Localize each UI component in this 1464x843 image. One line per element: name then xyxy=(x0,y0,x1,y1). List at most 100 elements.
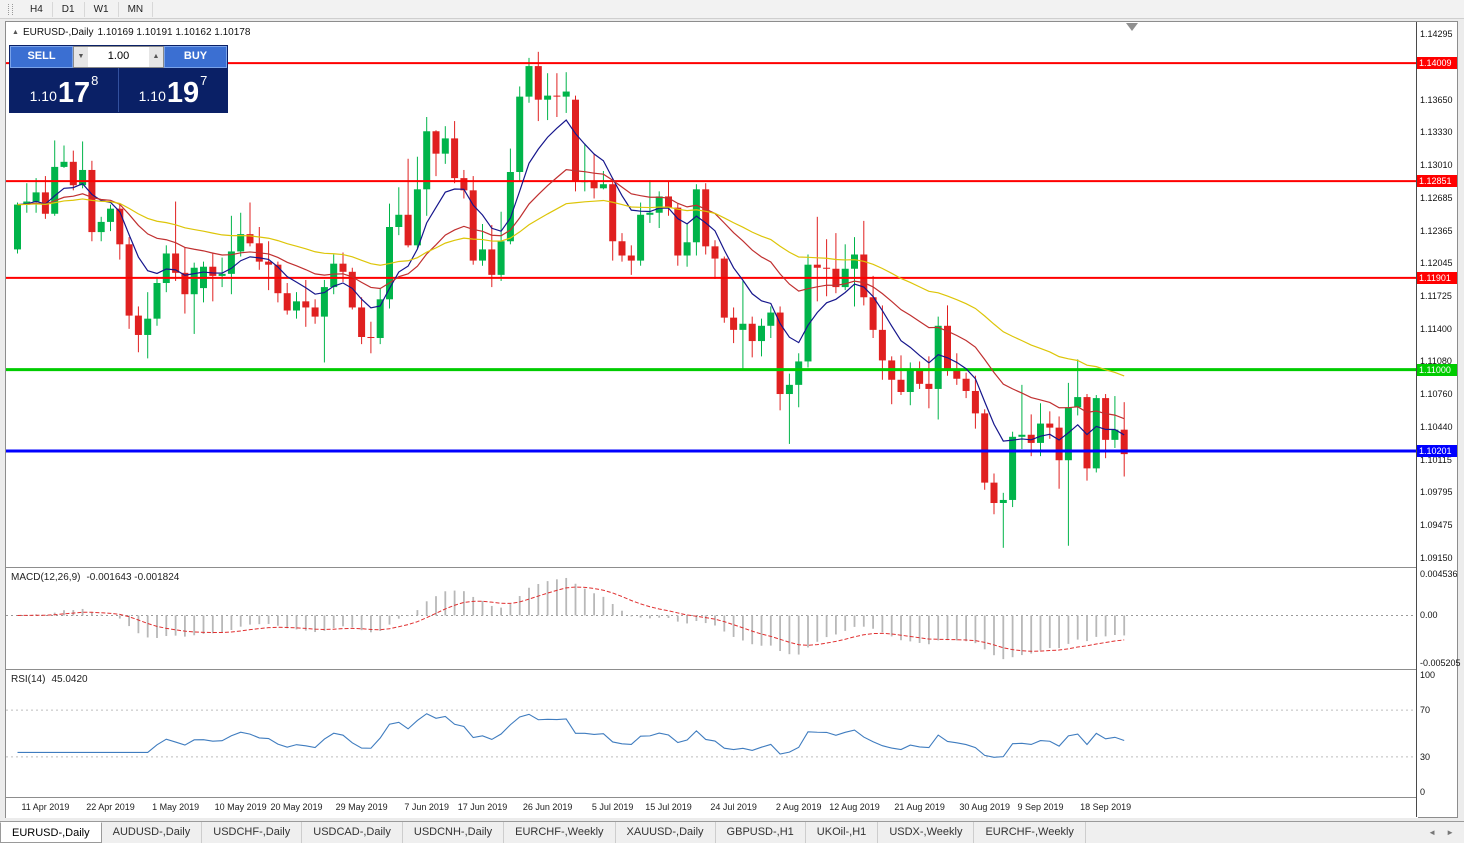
chart-shift-marker-icon[interactable] xyxy=(1126,23,1138,31)
date-axis-label: 20 May 2019 xyxy=(270,802,323,812)
date-axis-label: 5 Jul 2019 xyxy=(591,802,634,812)
tab-audusd-daily[interactable]: AUDUSD-,Daily xyxy=(102,822,203,843)
macd-canvas[interactable] xyxy=(6,568,1418,669)
chart-ohlc-values: 1.10169 1.10191 1.10162 1.10178 xyxy=(97,27,251,38)
tab-usdchf-daily[interactable]: USDCHF-,Daily xyxy=(202,822,303,843)
sell-price-pips: 17 xyxy=(57,77,91,110)
buy-price-pipette: 7 xyxy=(200,73,208,88)
buy-button[interactable]: BUY xyxy=(164,46,227,68)
date-axis-label: 21 Aug 2019 xyxy=(894,802,945,812)
timeframe-toolbar: H4 D1 W1 MN xyxy=(0,0,1464,19)
date-axis[interactable]: 11 Apr 2019 22 Apr 2019 1 May 2019 10 May 2… xyxy=(6,798,1418,819)
timeframe-d1-button[interactable]: D1 xyxy=(53,1,85,17)
tab-eurchf-weekly-2[interactable]: EURCHF-,Weekly xyxy=(974,822,1086,843)
chart-title: ▲ EURUSD-,Daily 1.10169 1.10191 1.10162 … xyxy=(12,27,250,38)
date-axis-label: 2 Aug 2019 xyxy=(775,802,822,812)
price-tick-label: 1.10760 xyxy=(1420,389,1453,400)
macd-axis-label: 0.004536 xyxy=(1420,569,1458,579)
date-axis-label: 29 May 2019 xyxy=(335,802,388,812)
price-tick-label: 1.11725 xyxy=(1420,290,1452,301)
rsi-axis-label: 100 xyxy=(1420,670,1436,680)
tab-usdcad-daily[interactable]: USDCAD-,Daily xyxy=(302,822,403,843)
chart-window: ▲ EURUSD-,Daily 1.10169 1.10191 1.10162 … xyxy=(5,21,1461,819)
rsi-current-value: 45.0420 xyxy=(51,674,88,685)
price-tick-label: 1.09795 xyxy=(1420,487,1453,498)
volume-down-icon[interactable]: ▼ xyxy=(74,47,88,67)
macd-axis-label: -0.005205 xyxy=(1420,658,1461,668)
date-axis-label: 22 Apr 2019 xyxy=(86,802,135,812)
date-axis-label: 24 Jul 2019 xyxy=(710,802,757,812)
date-axis-label: 7 Jun 2019 xyxy=(404,802,449,812)
tab-eurusd-daily[interactable]: EURUSD-,Daily xyxy=(0,822,102,843)
price-tick-label: 1.09150 xyxy=(1420,553,1453,563)
date-axis-label: 11 Apr 2019 xyxy=(21,802,70,812)
macd-axis-label: 0.00 xyxy=(1420,610,1438,621)
timeframe-w1-button[interactable]: W1 xyxy=(85,1,119,17)
macd-current-values: -0.001643 -0.001824 xyxy=(86,572,180,583)
date-axis-label: 30 Aug 2019 xyxy=(959,802,1010,812)
price-level-badge: 1.11000 xyxy=(1417,363,1457,376)
tab-ukoil-h1[interactable]: UKOil-,H1 xyxy=(806,822,879,843)
panel-separator[interactable] xyxy=(6,567,1457,568)
volume-input[interactable]: 1.00 xyxy=(107,50,130,62)
macd-name: MACD(12,26,9) xyxy=(11,572,81,583)
macd-indicator-label: MACD(12,26,9) -0.001643 -0.001824 xyxy=(11,572,179,583)
date-axis-label: 9 Sep 2019 xyxy=(1017,802,1064,812)
rsi-indicator-label: RSI(14) 45.0420 xyxy=(11,674,88,685)
rsi-name: RSI(14) xyxy=(11,674,46,685)
price-level-badge: 1.10201 xyxy=(1417,444,1457,457)
rsi-axis-label: 70 xyxy=(1420,705,1431,716)
date-axis-label: 12 Aug 2019 xyxy=(829,802,880,812)
date-axis-label: 17 Jun 2019 xyxy=(457,802,508,812)
price-level-badge: 1.14009 xyxy=(1417,57,1457,70)
price-level-badge: 1.11901 xyxy=(1417,271,1457,284)
tab-gbpusd-h1[interactable]: GBPUSD-,H1 xyxy=(716,822,806,843)
tab-usdcnh-daily[interactable]: USDCNH-,Daily xyxy=(403,822,505,843)
rsi-axis-label: 30 xyxy=(1420,751,1431,762)
tab-scroll-controls: ◄ ► xyxy=(1424,822,1464,843)
panel-separator[interactable] xyxy=(6,669,1457,670)
price-tick-label: 1.13650 xyxy=(1420,94,1453,105)
timeframe-h4-button[interactable]: H4 xyxy=(21,1,53,17)
volume-up-icon[interactable]: ▲ xyxy=(149,47,163,67)
price-tick-label: 1.12045 xyxy=(1420,258,1453,269)
price-tick-label: 1.14295 xyxy=(1420,29,1453,39)
chart-symbol-label: EURUSD-,Daily xyxy=(22,27,94,38)
sell-price-display[interactable]: 1.10 17 8 xyxy=(10,68,118,112)
tab-usdx-weekly[interactable]: USDX-,Weekly xyxy=(878,822,975,843)
one-click-trade-panel: SELL ▼ 1.00 ▲ BUY 1.10 17 8 1.10 19 7 xyxy=(9,45,228,113)
price-axis[interactable]: 1.14295 1.13650 1.13330 1.13010 1.12685 1.123… xyxy=(1416,22,1461,817)
price-tick-label: 1.13330 xyxy=(1420,127,1453,138)
tab-eurchf-weekly[interactable]: EURCHF-,Weekly xyxy=(504,822,616,843)
volume-stepper: ▼ 1.00 ▲ xyxy=(73,46,164,68)
buy-price-pips: 19 xyxy=(166,77,200,110)
date-axis-label: 10 May 2019 xyxy=(214,802,267,812)
tab-scroll-right-icon[interactable]: ► xyxy=(1446,828,1454,837)
sell-button[interactable]: SELL xyxy=(10,46,73,68)
tab-strip-gap xyxy=(0,818,1464,821)
sell-price-pipette: 8 xyxy=(91,73,99,88)
timeframe-mn-button[interactable]: MN xyxy=(119,1,154,17)
chart-tab-bar: EURUSD-,Daily AUDUSD-,Daily USDCHF-,Dail… xyxy=(0,821,1464,843)
rsi-canvas[interactable] xyxy=(6,670,1418,797)
price-tick-label: 1.13010 xyxy=(1420,159,1453,170)
tab-xauusd-daily[interactable]: XAUUSD-,Daily xyxy=(616,822,716,843)
price-tick-label: 1.12685 xyxy=(1420,192,1453,203)
panel-separator[interactable] xyxy=(6,797,1457,798)
price-tick-label: 1.09475 xyxy=(1420,519,1453,530)
date-axis-label: 26 Jun 2019 xyxy=(522,802,573,812)
trade-panel-collapse-icon[interactable]: ▲ xyxy=(12,29,19,36)
price-tick-label: 1.10440 xyxy=(1420,421,1453,432)
date-axis-label: 18 Sep 2019 xyxy=(1080,802,1132,812)
main-chart-canvas[interactable] xyxy=(6,22,1418,567)
price-tick-label: 1.10115 xyxy=(1420,454,1452,465)
rsi-axis-label: 0 xyxy=(1420,787,1426,797)
tab-scroll-left-icon[interactable]: ◄ xyxy=(1428,828,1437,837)
price-tick-label: 1.11400 xyxy=(1420,323,1452,334)
toolbar-grip[interactable] xyxy=(8,3,13,15)
buy-price-display[interactable]: 1.10 19 7 xyxy=(118,68,227,112)
date-axis-label: 15 Jul 2019 xyxy=(645,802,692,812)
date-axis-label: 1 May 2019 xyxy=(152,802,200,812)
price-tick-label: 1.11080 xyxy=(1420,356,1452,367)
price-tick-label: 1.12365 xyxy=(1420,225,1453,236)
